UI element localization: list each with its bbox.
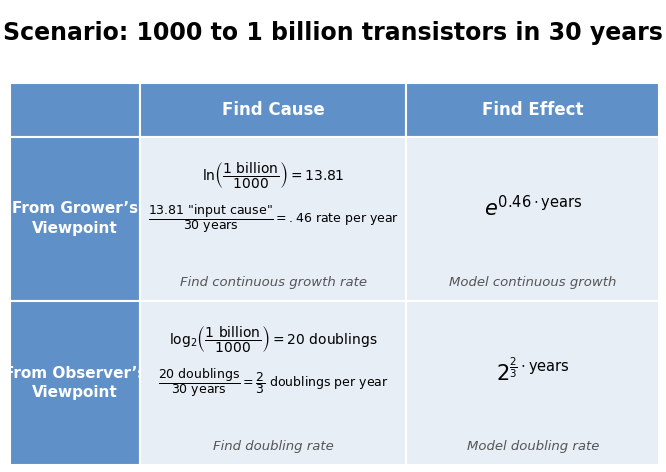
Text: Find doubling rate: Find doubling rate (212, 440, 334, 454)
Text: Find continuous growth rate: Find continuous growth rate (180, 277, 366, 289)
Text: From Grower’s
Viewpoint: From Grower’s Viewpoint (12, 202, 138, 236)
Text: $\log_2\!\left(\dfrac{\mathrm{1\ billion}}{1000}\right) = 20\ \text{doublings}$: $\log_2\!\left(\dfrac{\mathrm{1\ billion… (168, 324, 378, 354)
Text: $e^{0.46\cdot\mathrm{years}}$: $e^{0.46\cdot\mathrm{years}}$ (484, 195, 582, 220)
Text: Model doubling rate: Model doubling rate (467, 440, 599, 454)
Text: Scenario: 1000 to 1 billion transistors in 30 years: Scenario: 1000 to 1 billion transistors … (3, 21, 663, 45)
Text: Find Effect: Find Effect (482, 101, 583, 119)
Text: $\ln\!\left(\dfrac{\mathrm{1\ billion}}{1000}\right) = 13.81$: $\ln\!\left(\dfrac{\mathrm{1\ billion}}{… (202, 160, 344, 190)
Text: $\dfrac{13.81\ \text{"input cause"}}{30\ \text{years}} = .46\ \text{rate per yea: $\dfrac{13.81\ \text{"input cause"}}{30\… (148, 202, 398, 236)
Text: Model continuous growth: Model continuous growth (449, 277, 617, 289)
Text: $2^{\frac{2}{3}\cdot\mathrm{years}}$: $2^{\frac{2}{3}\cdot\mathrm{years}}$ (496, 358, 569, 385)
Text: $\dfrac{20\ \text{doublings}}{30\ \text{years}} = \dfrac{2}{3}\ \text{doublings : $\dfrac{20\ \text{doublings}}{30\ \text{… (158, 366, 388, 399)
Text: Find Cause: Find Cause (222, 101, 324, 119)
Text: From Observer’s
Viewpoint: From Observer’s Viewpoint (4, 365, 146, 400)
